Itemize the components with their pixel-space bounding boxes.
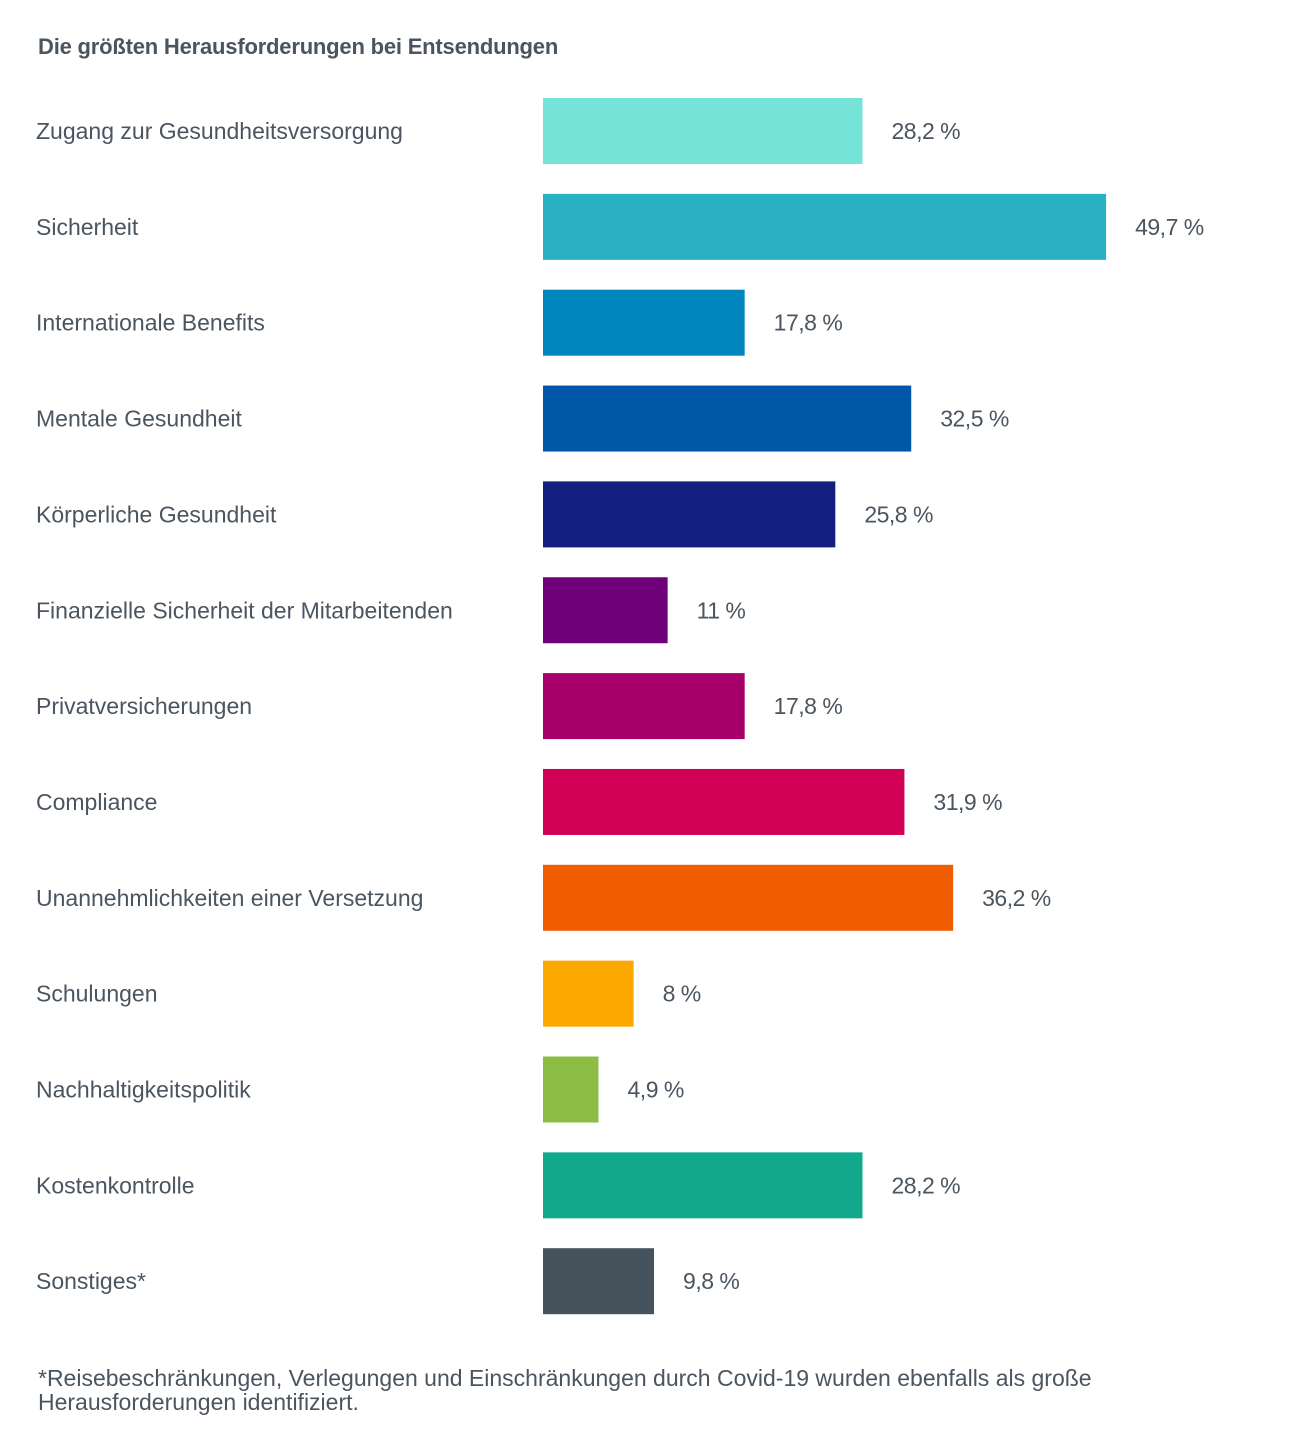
bar-chart: Zugang zur Gesundheitsversorgung 28,2 % Si… — [36, 98, 1204, 1315]
bar — [543, 673, 745, 740]
bar — [543, 481, 836, 548]
category-label: Nachhaltigkeitspolitik — [36, 1077, 251, 1103]
value-label: 49,7 % — [1135, 214, 1204, 240]
value-label: 9,8 % — [683, 1268, 739, 1294]
bar — [543, 960, 634, 1027]
category-label: Privatversicherungen — [36, 693, 252, 719]
bar — [543, 864, 954, 931]
category-label: Finanzielle Sicherheit der Mitarbeitende… — [36, 597, 453, 623]
bar — [543, 385, 912, 452]
value-label: 28,2 % — [892, 118, 961, 144]
value-label: 4,9 % — [628, 1077, 684, 1103]
bar — [543, 1152, 863, 1219]
value-label: 25,8 % — [864, 501, 933, 527]
category-label: Compliance — [36, 789, 157, 815]
category-label: Sicherheit — [36, 214, 139, 240]
bar — [543, 577, 668, 644]
value-label: 17,8 % — [774, 310, 843, 336]
bar — [543, 1248, 655, 1315]
category-label: Kostenkontrolle — [36, 1172, 195, 1198]
value-label: 8 % — [663, 981, 701, 1007]
bar — [543, 193, 1107, 260]
bar — [543, 98, 863, 164]
bar — [543, 768, 905, 835]
value-label: 28,2 % — [892, 1172, 961, 1198]
value-label: 31,9 % — [933, 789, 1002, 815]
bar — [543, 1056, 599, 1123]
category-label: Zugang zur Gesundheitsversorgung — [36, 118, 403, 144]
category-label: Unannehmlichkeiten einer Versetzung — [36, 885, 423, 911]
value-label: 36,2 % — [982, 885, 1051, 911]
bar — [543, 289, 745, 356]
chart-title: Die größten Herausforderungen bei Entsen… — [38, 34, 559, 59]
category-label: Sonstiges* — [36, 1268, 146, 1294]
footnote: *Reisebeschränkungen, Verlegungen und Ei… — [38, 1365, 1092, 1415]
category-label: Schulungen — [36, 981, 158, 1007]
category-label: Körperliche Gesundheit — [36, 501, 277, 527]
value-label: 32,5 % — [940, 406, 1009, 432]
value-label: 11 % — [697, 597, 746, 623]
value-label: 17,8 % — [774, 693, 843, 719]
category-label: Internationale Benefits — [36, 310, 265, 336]
category-label: Mentale Gesundheit — [36, 406, 242, 432]
